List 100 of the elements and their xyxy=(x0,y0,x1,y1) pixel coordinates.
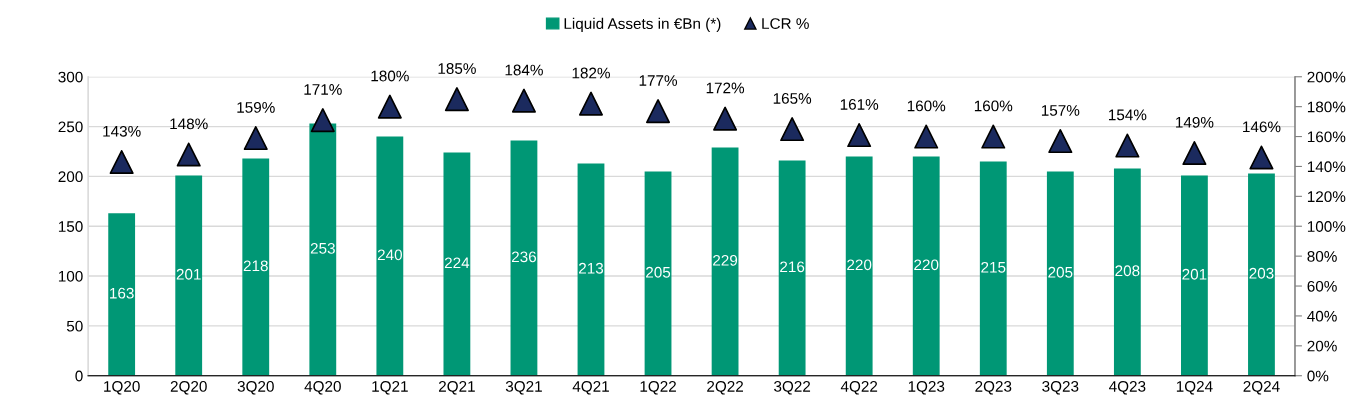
data-label: 215 xyxy=(981,261,1006,273)
bar xyxy=(577,163,605,376)
bar xyxy=(309,123,337,376)
point xyxy=(578,91,604,116)
x-tick-label: 2Q22 xyxy=(707,380,743,395)
point xyxy=(377,94,402,119)
x-tick-label: 3Q21 xyxy=(505,380,542,395)
data-label: 160% xyxy=(974,100,1013,112)
data-label: 185% xyxy=(438,63,476,74)
point xyxy=(1115,133,1140,158)
data-label: 208 xyxy=(1115,265,1140,277)
point xyxy=(780,117,805,142)
y2-tick-label: 120% xyxy=(1307,191,1346,203)
data-label: 236 xyxy=(511,251,537,263)
bar xyxy=(510,140,538,376)
data-label: 165% xyxy=(773,93,812,104)
data-label: 253 xyxy=(310,242,335,254)
x-tick-label: 4Q23 xyxy=(1109,380,1146,395)
y-tick-label: 50 xyxy=(66,320,83,332)
y-tick-label: 100 xyxy=(58,270,83,282)
data-label: 161% xyxy=(840,99,879,110)
data-label: 171% xyxy=(304,84,342,95)
bar xyxy=(711,147,739,376)
x-tick-label: 1Q22 xyxy=(640,380,676,395)
bar xyxy=(242,158,270,376)
x-tick-label: 1Q21 xyxy=(372,380,408,395)
y-tick-label: 0 xyxy=(75,370,83,382)
data-label: 201 xyxy=(1182,268,1207,280)
data-label: 184% xyxy=(505,64,543,76)
y2-tick-label: 180% xyxy=(1307,101,1346,113)
legend-label: Liquid Assets in €Bn (*) xyxy=(564,17,721,33)
data-label: 159% xyxy=(237,101,275,113)
x-tick-label: 1Q23 xyxy=(908,380,945,395)
bar xyxy=(1113,168,1141,376)
bar xyxy=(979,161,1007,376)
x-tick-label: 2Q23 xyxy=(975,380,1012,395)
y2-tick-label: 0% xyxy=(1307,370,1329,382)
data-label: 146% xyxy=(1243,121,1281,133)
point xyxy=(646,99,671,124)
point xyxy=(1182,140,1207,166)
y2-tick-label: 60% xyxy=(1307,280,1337,292)
y2-tick-label: 140% xyxy=(1307,161,1346,173)
bar xyxy=(443,152,471,376)
data-label: 177% xyxy=(639,75,678,86)
y-tick-label: 300 xyxy=(58,71,83,83)
bar xyxy=(778,160,806,376)
x-tick-label: 2Q24 xyxy=(1243,380,1280,395)
data-label: 163 xyxy=(110,287,134,299)
bar xyxy=(644,171,672,376)
data-label: 148% xyxy=(170,118,208,130)
data-label: 224 xyxy=(444,257,470,269)
data-label: 203 xyxy=(1249,267,1274,279)
x-tick-label: 3Q22 xyxy=(774,380,811,395)
data-label: 220 xyxy=(914,259,939,271)
legend-label: LCR % xyxy=(762,18,809,30)
data-label: 143% xyxy=(103,125,141,137)
y2-tick-label: 20% xyxy=(1307,340,1337,352)
data-label: 154% xyxy=(1108,109,1147,121)
data-label: 216 xyxy=(780,261,805,273)
data-label: 213 xyxy=(579,262,604,274)
point xyxy=(914,124,939,149)
point xyxy=(1048,129,1073,154)
bar xyxy=(175,175,203,376)
data-label: 220 xyxy=(847,259,872,271)
bar xyxy=(1181,175,1208,376)
x-tick-label: 4Q21 xyxy=(572,380,609,395)
bar xyxy=(108,213,136,376)
x-tick-label: 1Q24 xyxy=(1176,380,1213,395)
point xyxy=(176,142,201,167)
y-tick-label: 200 xyxy=(58,171,83,183)
data-label: 229 xyxy=(713,254,738,266)
data-label: 218 xyxy=(243,260,268,272)
point xyxy=(444,87,469,112)
x-tick-label: 4Q20 xyxy=(304,380,341,395)
y2-tick-label: 160% xyxy=(1307,131,1346,143)
point xyxy=(109,149,134,174)
data-label: 201 xyxy=(176,268,201,280)
point xyxy=(847,123,872,148)
point xyxy=(310,108,335,133)
point xyxy=(981,124,1006,149)
data-label: 240 xyxy=(377,249,402,261)
data-label: 157% xyxy=(1041,105,1080,116)
x-tick-label: 2Q20 xyxy=(170,380,207,395)
bar xyxy=(1046,171,1074,376)
y2-tick-label: 100% xyxy=(1307,221,1346,232)
data-label: 149% xyxy=(1176,116,1214,128)
data-label: 172% xyxy=(706,82,745,94)
data-label: 180% xyxy=(371,70,409,82)
y2-tick-label: 80% xyxy=(1307,251,1337,262)
x-tick-label: 2Q21 xyxy=(438,380,475,395)
point xyxy=(1249,145,1274,170)
bar xyxy=(845,156,873,376)
y-tick-label: 150 xyxy=(58,221,83,232)
data-label: 160% xyxy=(907,100,946,112)
data-label: 182% xyxy=(572,67,610,79)
data-label: 205 xyxy=(646,266,671,278)
y2-tick-label: 40% xyxy=(1307,310,1337,322)
point xyxy=(713,106,738,131)
y2-tick-label: 200% xyxy=(1307,71,1346,83)
x-tick-label: 3Q23 xyxy=(1042,380,1079,395)
